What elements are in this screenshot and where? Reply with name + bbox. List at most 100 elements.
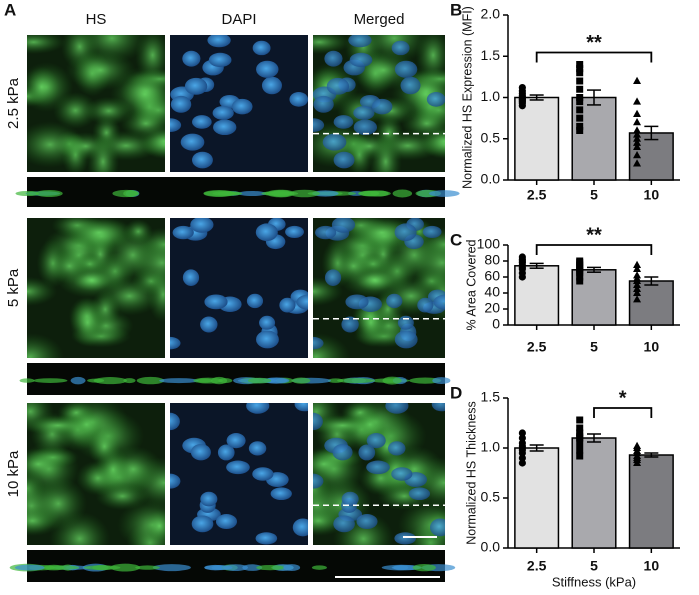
data-point [633, 159, 642, 167]
strip-signal [292, 377, 311, 384]
data-point [518, 454, 526, 462]
strip-signal [392, 189, 413, 198]
y-tick-label: 1.0 [481, 88, 501, 104]
nucleus [433, 294, 445, 310]
y-tick-label: 80 [484, 252, 500, 268]
cells [27, 35, 165, 172]
data-point [633, 151, 642, 159]
data-point [633, 118, 642, 126]
strip-signal [429, 190, 460, 197]
data-point [633, 109, 642, 117]
y-tick-label: 40 [484, 284, 500, 300]
nucleus [426, 92, 445, 107]
error-bar [644, 452, 659, 458]
strip-signal [223, 564, 248, 572]
hs-stain [401, 108, 445, 140]
y-tick-label: 0.5 [481, 129, 501, 145]
strip-signal [44, 565, 80, 570]
nucleus [252, 40, 271, 56]
nucleus [255, 223, 278, 242]
nucleus [366, 433, 386, 449]
data-point [576, 77, 584, 85]
y-tick-label: 1.0 [481, 439, 501, 455]
data-point [576, 114, 584, 122]
nucleus [246, 293, 264, 309]
strip-signal [256, 564, 285, 571]
nucleus [192, 115, 212, 129]
data-point [633, 271, 642, 279]
y-tick-label: 60 [484, 268, 500, 284]
strip-signal [110, 563, 141, 572]
data-point [576, 273, 584, 281]
hs-stain [48, 248, 91, 285]
strip-signal [211, 376, 228, 385]
data-point [576, 106, 584, 114]
cells [313, 403, 445, 545]
significance-bracket [593, 407, 653, 418]
nucleus [341, 316, 359, 333]
hs-stain [332, 248, 375, 285]
strip-signal [312, 190, 339, 197]
nucleus [394, 532, 416, 545]
row-label: 5 kPa [5, 268, 22, 307]
hs-stain [49, 511, 111, 545]
strip-signal [212, 191, 243, 196]
nucleus [322, 133, 347, 151]
data-point [576, 65, 584, 73]
strip-signal [19, 378, 35, 383]
error-bar [587, 433, 601, 443]
nucleus [391, 467, 413, 481]
data-point [576, 439, 584, 447]
strip-signal [135, 565, 160, 570]
micrograph [170, 35, 308, 172]
nucleus [170, 473, 181, 489]
nucleus [313, 95, 334, 113]
significance-bracket [535, 51, 653, 63]
nucleus [324, 50, 343, 67]
nucleus [353, 119, 378, 136]
panel-letter: D [450, 383, 462, 402]
strip-signal [289, 189, 320, 198]
nucleus [408, 487, 431, 501]
y-tick-label: 0 [492, 316, 500, 332]
nucleus [315, 225, 337, 240]
y-axis-title: Normalized HS Expression (MFI) [460, 6, 474, 189]
data-point [576, 61, 584, 68]
hs-stain [135, 35, 165, 83]
nucleus [208, 52, 232, 68]
x-tick-label: 2.5 [527, 339, 547, 355]
y-tick-label: 1.5 [481, 389, 501, 405]
y-tick-label: 100 [477, 236, 501, 252]
cells [27, 403, 165, 545]
nucleus [182, 50, 201, 67]
data-point [576, 277, 584, 285]
micrograph [27, 218, 165, 358]
nucleus [417, 297, 434, 313]
error-bar [644, 125, 659, 141]
nucleus [191, 515, 214, 533]
nucleus [422, 225, 442, 238]
micrograph [27, 35, 165, 172]
nucleus [348, 35, 372, 48]
nucleus [255, 532, 278, 545]
xz-strip [19, 363, 451, 395]
nucleus [388, 441, 406, 456]
bar [514, 96, 560, 181]
cells [27, 218, 165, 358]
nucleus [394, 60, 418, 78]
data-point [633, 264, 642, 272]
data-point [518, 439, 526, 447]
error-bar [529, 444, 544, 452]
nucleus [170, 118, 182, 132]
strip-signal [381, 564, 421, 571]
micrograph [313, 218, 445, 358]
nucleus [349, 52, 373, 68]
nucleus [313, 118, 325, 132]
cells [313, 35, 445, 172]
nucleus [182, 269, 200, 286]
micrograph [170, 403, 308, 545]
nucleus [353, 105, 375, 120]
data-point [633, 295, 642, 303]
hs-stain [415, 35, 445, 83]
